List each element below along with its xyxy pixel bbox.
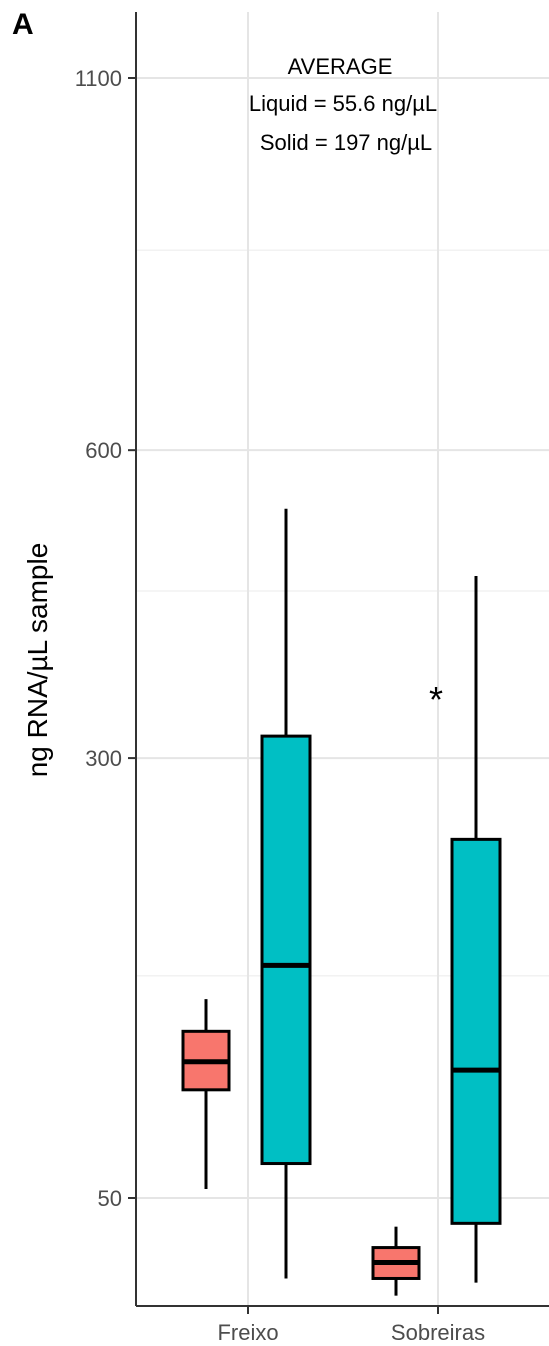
box-freixo-0: [181, 999, 231, 1190]
average-solid: Solid = 197 ng/µL: [260, 130, 432, 155]
x-tick-label: Sobreiras: [391, 1320, 485, 1345]
y-axis-title: ng RNA/µL sample: [22, 543, 53, 778]
y-tick-label: 300: [85, 746, 122, 771]
box-body: [260, 734, 312, 1166]
box-sobreiras-0: [371, 1226, 421, 1296]
average-liquid: Liquid = 55.6 ng/µL: [249, 91, 437, 116]
x-tick-label: Freixo: [217, 1320, 278, 1345]
panel-label: A: [12, 8, 34, 41]
significance-marker: *: [429, 679, 443, 720]
y-tick-label: 1100: [75, 66, 122, 91]
box-freixo-1: [260, 508, 312, 1279]
box-sobreiras-1: [450, 575, 502, 1283]
y-tick-label: 50: [98, 1186, 122, 1211]
average-title: AVERAGE: [288, 54, 393, 79]
box-body: [450, 837, 502, 1225]
grid-lines: [136, 12, 549, 1306]
y-tick-label: 600: [85, 438, 122, 463]
box-layer: [181, 508, 502, 1296]
tick-labels: 50 300 600 1100 Freixo Sobreiras: [75, 66, 485, 1345]
axes: [135, 12, 549, 1307]
